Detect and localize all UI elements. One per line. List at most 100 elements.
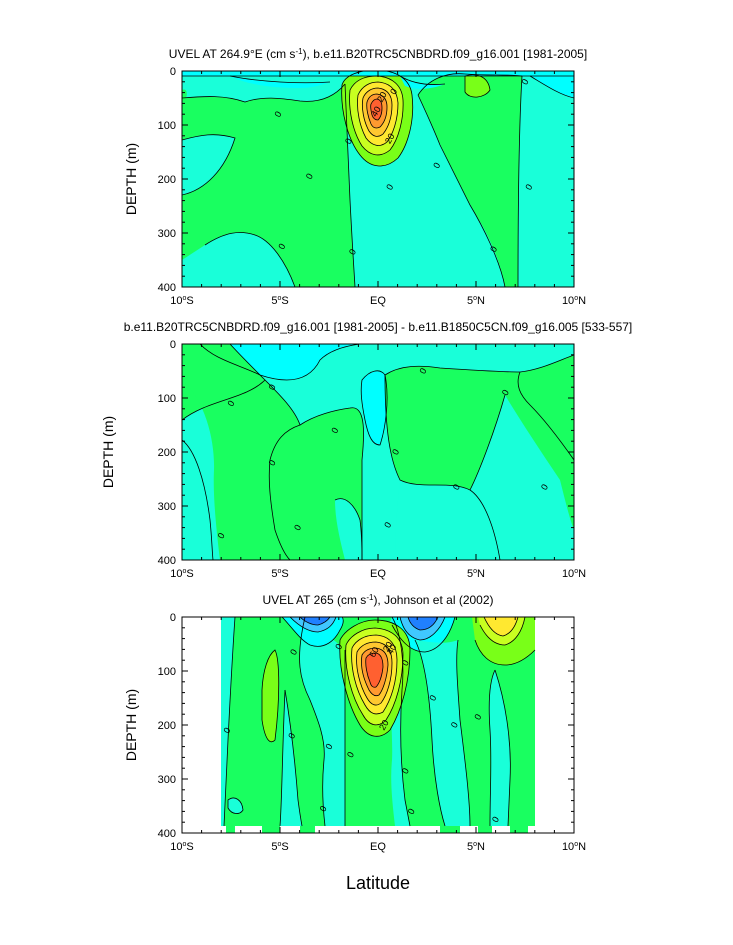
contour-label: 0: [488, 245, 499, 254]
panel-3-title: UVEL AT 265 (cm s-1), Johnson et al (200…: [262, 593, 493, 607]
jet-core: [370, 99, 382, 120]
contour-label: 0: [347, 247, 358, 256]
contour-label: 0: [216, 531, 227, 540]
y-tick-label: 400: [158, 828, 176, 840]
contour-label: 0: [400, 658, 411, 667]
contour-label: 0: [288, 647, 299, 656]
x-tick-label: EQ: [370, 841, 386, 853]
panel-2: b.e11.B20TRC5CNBDRD.f09_g16.001 [1981-20…: [100, 320, 632, 580]
x-tick-label: 10oS: [170, 295, 194, 307]
contour-label: 0: [539, 482, 550, 491]
y-tick-label: 0: [170, 66, 176, 78]
panel-2-ticks: 10oS 5oS EQ 5oN 10oN 0 100 200 300 400: [158, 339, 586, 580]
contour-lines-3: [223, 617, 536, 827]
contour-label: 0: [267, 458, 278, 467]
contour-lines-2: [182, 344, 574, 560]
contour-label: 40: [369, 105, 383, 119]
contour-label: 20: [383, 132, 397, 146]
contour-label: 0: [304, 172, 315, 181]
contour-label: 0: [318, 804, 329, 813]
y-tick-label: 200: [158, 720, 176, 732]
lime-blob-east: [465, 74, 490, 98]
y-tick-label: 100: [158, 393, 176, 405]
x-tick-label: 10oS: [170, 568, 194, 580]
contour-label: 20: [377, 718, 391, 732]
y-tick-label: 400: [158, 555, 176, 567]
x-tick-label: 5oS: [271, 295, 288, 307]
contour-label: 0: [449, 720, 460, 729]
contour-label: 0: [333, 642, 344, 651]
panel-3-ylabel: DEPTH (m): [123, 689, 139, 761]
contour-label: 0: [451, 482, 462, 491]
contour-label: 0: [343, 137, 354, 146]
y-tick-label: 400: [158, 282, 176, 294]
contour-label: 0: [384, 182, 395, 191]
contour-label: 0: [286, 731, 297, 740]
green-region-west: [182, 84, 355, 287]
y-tick-label: 300: [158, 774, 176, 786]
x-tick-label: 10oN: [562, 568, 586, 580]
x-axis-label: Latitude: [346, 873, 410, 893]
green-region-east: [418, 73, 522, 287]
contour-label: 0: [490, 815, 501, 824]
contour-label: 0: [388, 87, 399, 96]
y-tick-label: 200: [158, 447, 176, 459]
contour-lines-1: [182, 71, 574, 287]
y-tick-label: 0: [170, 612, 176, 624]
contour-label: 0: [431, 161, 442, 170]
panel-3-contour-field: [182, 617, 574, 833]
y-tick-label: 100: [158, 666, 176, 678]
contour-label: 0: [382, 520, 393, 529]
panel-1-title: UVEL AT 264.9°E (cm s-1), b.e11.B20TRC5C…: [169, 47, 587, 61]
y-tick-label: 100: [158, 120, 176, 132]
panel-1-contour-field: [182, 71, 574, 287]
contour-label: 0: [400, 766, 411, 775]
x-tick-label: EQ: [370, 295, 386, 307]
contour-label: 0: [390, 447, 401, 456]
contour-label: 0: [323, 742, 334, 751]
contour-label: 0: [519, 77, 530, 86]
x-tick-label: 10oN: [562, 841, 586, 853]
panel-3: UVEL AT 265 (cm s-1), Johnson et al (200…: [123, 593, 586, 853]
contour-label: 0: [523, 182, 534, 191]
cyan-pocket-west: [182, 134, 235, 195]
x-tick-label: 5oN: [467, 841, 485, 853]
x-tick-label: 10oS: [170, 841, 194, 853]
contour-label: 60: [367, 645, 381, 659]
contour-label: 0: [500, 388, 511, 397]
y-tick-label: 300: [158, 228, 176, 240]
panel-2-contour-field: [182, 344, 574, 560]
x-tick-label: EQ: [370, 568, 386, 580]
contour-label: 0: [406, 807, 417, 816]
contour-label: 20: [375, 90, 389, 104]
contour-label: 0: [329, 426, 340, 435]
contour-label: 0: [267, 383, 278, 392]
y-tick-label: 0: [170, 339, 176, 351]
panel-2-contour-labels: 0 0 0 0 0 0 0 0 0 0 0 0: [216, 366, 551, 540]
contour-label: 0: [345, 750, 356, 759]
x-tick-label: 5oN: [467, 568, 485, 580]
contour-label: 0: [427, 693, 438, 702]
contour-label: 20: [381, 640, 395, 654]
contour-label: 0: [221, 726, 232, 735]
y-tick-label: 300: [158, 501, 176, 513]
panel-2-title: b.e11.B20TRC5CNBDRD.f09_g16.001 [1981-20…: [124, 320, 633, 334]
contour-label: 0: [276, 242, 287, 251]
contour-label: 0: [472, 712, 483, 721]
x-tick-label: 10oN: [562, 295, 586, 307]
x-tick-label: 5oN: [467, 295, 485, 307]
x-tick-label: 5oS: [271, 841, 288, 853]
y-tick-label: 200: [158, 174, 176, 186]
panel-1-ylabel: DEPTH (m): [123, 143, 139, 215]
x-tick-label: 5oS: [271, 568, 288, 580]
contour-label: 0: [272, 110, 283, 119]
contour-label: 0: [225, 399, 236, 408]
contour-label: 0: [292, 523, 303, 532]
panel-2-ylabel: DEPTH (m): [100, 416, 116, 488]
contour-label: 0: [417, 366, 428, 375]
